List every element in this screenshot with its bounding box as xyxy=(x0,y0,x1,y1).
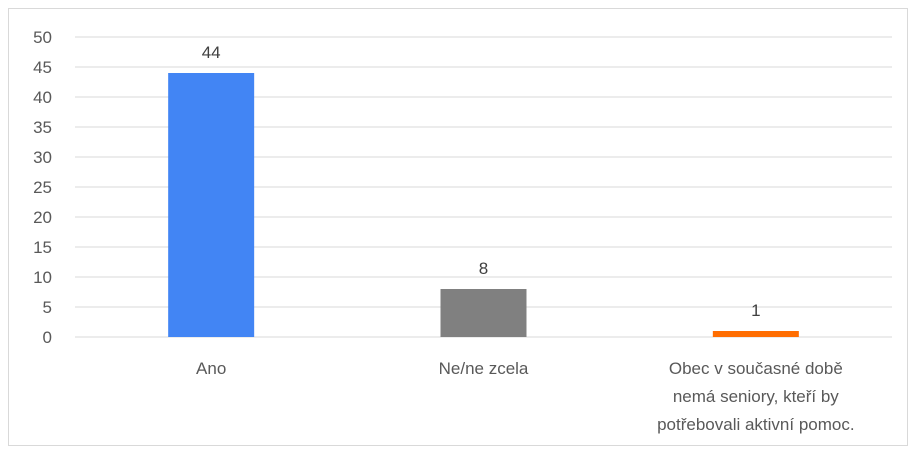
category-label-line: nemá seniory, kteří by xyxy=(673,387,839,406)
y-tick-label: 5 xyxy=(43,298,52,317)
bar xyxy=(712,331,799,337)
category-label-line: potřebovali aktivní pomoc. xyxy=(657,415,855,434)
y-tick-label: 10 xyxy=(33,268,52,287)
y-tick-label: 30 xyxy=(33,148,52,167)
y-tick-label: 50 xyxy=(33,28,52,47)
chart-frame xyxy=(8,8,908,446)
bars xyxy=(168,73,799,337)
category-labels: Ano Ne/ne zcela Obec v současné době nemá s… xyxy=(196,359,855,434)
category-label-line: Ne/ne zcela xyxy=(439,359,529,378)
category-label-line: Obec v současné době xyxy=(669,359,843,378)
category-label-line: Ano xyxy=(196,359,226,378)
bar xyxy=(440,289,527,337)
category-label: Obec v současné době nemá seniory, kteří … xyxy=(657,359,855,434)
y-tick-label: 0 xyxy=(43,328,52,347)
data-label: 1 xyxy=(751,301,760,320)
y-tick-label: 15 xyxy=(33,238,52,257)
data-label: 8 xyxy=(479,259,488,278)
y-axis-tick-labels: 0 5 10 15 20 25 30 35 40 45 50 xyxy=(33,28,52,347)
y-tick-label: 45 xyxy=(33,58,52,77)
data-label: 44 xyxy=(202,43,221,62)
y-tick-label: 40 xyxy=(33,88,52,107)
category-label: Ano xyxy=(196,359,226,378)
bar xyxy=(168,73,255,337)
y-tick-label: 20 xyxy=(33,208,52,227)
data-labels: 44 8 1 xyxy=(202,43,761,320)
category-label: Ne/ne zcela xyxy=(439,359,529,378)
y-tick-label: 25 xyxy=(33,178,52,197)
y-tick-label: 35 xyxy=(33,118,52,137)
